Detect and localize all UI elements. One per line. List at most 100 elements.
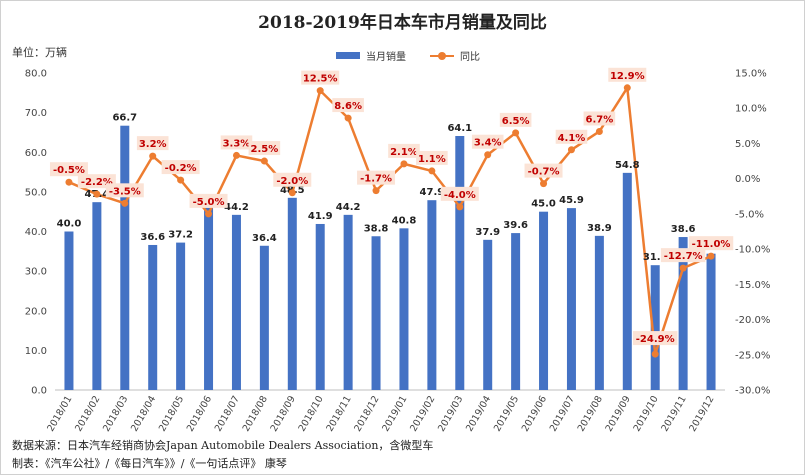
yoy-label-box [416,150,448,165]
yoy-value-label: -4.0% [444,190,476,201]
bar [539,211,549,390]
chart-title: 2018-2019年日本车市月销量及同比 [258,13,547,33]
yoy-marker [288,189,296,197]
x-tick-label: 2018/04 [129,394,158,434]
bar-value-label: 44.2 [224,202,249,213]
yoy-label-box [136,136,169,151]
yoy-marker [205,210,213,218]
yoy-value-label: 3.3% [223,138,251,149]
bar-value-label: 36.4 [252,233,277,244]
unit-label: 单位：万辆 [12,46,67,59]
yoy-marker [260,157,268,165]
bar [120,125,130,391]
yoy-value-label: 6.7% [586,114,614,125]
legend-line-label: 同比 [460,52,480,63]
yoy-marker [93,190,101,198]
yoy-value-label: -2.0% [276,176,308,187]
yoy-value-label: 2.5% [251,144,279,155]
bar [343,214,353,390]
y-left-tick-label: 30.0 [25,267,47,278]
yoy-value-label: 12.5% [303,74,338,85]
yoy-marker [400,160,408,168]
bar [204,207,214,390]
bar [399,228,409,390]
yoy-marker [65,178,73,186]
yoy-marker [623,84,631,92]
bar [594,235,604,390]
x-tick-label: 2019/05 [492,394,521,434]
x-tick-label: 2018/03 [101,394,130,434]
x-tick-label: 2019/11 [659,394,688,434]
yoy-label-box [332,98,364,113]
bar [566,208,576,390]
yoy-value-label: -3.5% [109,186,141,197]
yoy-marker [707,252,715,260]
y-left-tick-label: 10.0 [25,346,47,357]
y-right-tick-label: -30.0% [735,386,770,397]
bar [259,245,269,390]
yoy-label-box [189,193,228,208]
yoy-value-label: 4.1% [558,133,586,144]
bar-value-label: 39.6 [503,220,528,231]
yoy-value-label: -11.0% [692,239,731,250]
x-tick-label: 2018/10 [297,394,326,434]
yoy-value-label: 2.1% [390,147,418,158]
yoy-marker [344,114,352,122]
y-left-tick-label: 0.0 [31,386,47,397]
yoy-value-label: 3.2% [139,139,167,150]
bar-value-label: 41.9 [308,211,333,222]
x-tick-label: 2018/12 [352,394,381,434]
y-right-tick-label: 0.0% [735,174,760,185]
bar [483,239,493,390]
x-tick-label: 2019/08 [576,394,605,434]
y-left-tick-label: 40.0 [25,227,47,238]
yoy-label-box [388,143,420,158]
yoy-value-label: -2.2% [81,177,113,188]
x-tick-label: 2018/05 [157,394,186,434]
yoy-marker [651,350,659,358]
yoy-marker [177,176,185,184]
yoy-value-label: 6.5% [502,116,530,127]
yoy-line [68,86,712,356]
source-note: 数据来源：日本汽车经销商协会Japan Automobile Dealers A… [12,439,434,452]
yoy-label-box [471,134,504,149]
yoy-value-label: -12.7% [664,251,703,262]
yoy-marker [484,151,492,159]
bar [706,253,716,390]
yoy-marker [232,151,240,159]
yoy-label-box [301,70,340,85]
yoy-label-box [583,111,616,126]
yoy-value-label: -5.0% [193,197,225,208]
yoy-label-box [660,248,706,263]
yoy-marker [372,187,380,195]
bar-value-label: 38.6 [671,224,696,235]
bar-value-label: 64.1 [447,123,472,134]
legend-bar-swatch [336,52,360,59]
x-tick-label: 2019/07 [548,394,577,434]
yoy-marker [428,167,436,175]
bar [678,237,688,390]
legend-line-swatch [430,51,454,60]
y-left-tick-label: 60.0 [25,148,47,159]
bar-value-label: 38.8 [364,223,389,234]
yoy-label-box [440,186,479,201]
x-tick-label: 2019/10 [632,394,661,434]
bar [176,242,186,390]
yoy-label-box [105,183,144,198]
y-left-tick-label: 50.0 [25,187,47,198]
yoy-label-box [688,236,734,251]
yoy-marker [512,129,520,137]
yoy-marker [456,203,464,211]
bar [455,136,465,390]
yoy-value-label: -24.9% [636,334,675,345]
y-right-tick-label: -15.0% [735,280,770,291]
y-right-tick-label: -5.0% [735,209,764,220]
bar-value-label: 36.6 [140,232,165,243]
bar [64,231,74,390]
y-right-tick-label: -20.0% [735,315,770,326]
x-tick-label: 2018/01 [45,394,74,434]
bar-value-label: 37.2 [168,230,193,241]
x-tick-label: 2018/11 [324,394,353,434]
yoy-marker [540,180,548,188]
bar [231,214,241,390]
